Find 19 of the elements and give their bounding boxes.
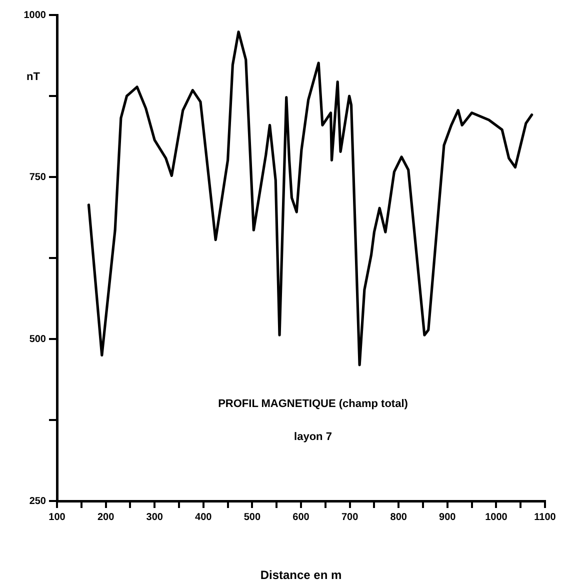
x-tick-label: 800 [390, 512, 408, 523]
x-tick-label: 1000 [485, 512, 508, 523]
x-tick-label: 400 [195, 512, 212, 523]
x-tick-label: 700 [341, 512, 359, 523]
y-tick-label: 750 [29, 172, 46, 183]
y-tick-label: 500 [29, 334, 46, 345]
x-tick-label: 100 [48, 512, 66, 523]
x-tick-label: 900 [439, 512, 456, 523]
x-tick-label: 200 [97, 512, 115, 523]
annotation: PROFIL MAGNETIQUE (champ total) [218, 398, 408, 410]
y-tick-label: 1000 [24, 10, 46, 21]
x-tick-label: 500 [244, 512, 261, 523]
x-tick-label: 300 [146, 512, 164, 523]
annotation: layon 7 [294, 430, 332, 443]
x-tick-label: 600 [292, 512, 310, 523]
y-axis-title: nT [26, 71, 40, 84]
x-tick-label: 1100 [534, 512, 556, 523]
x-axis-title: Distance en m [260, 568, 342, 582]
y-tick-label: 250 [29, 496, 46, 507]
